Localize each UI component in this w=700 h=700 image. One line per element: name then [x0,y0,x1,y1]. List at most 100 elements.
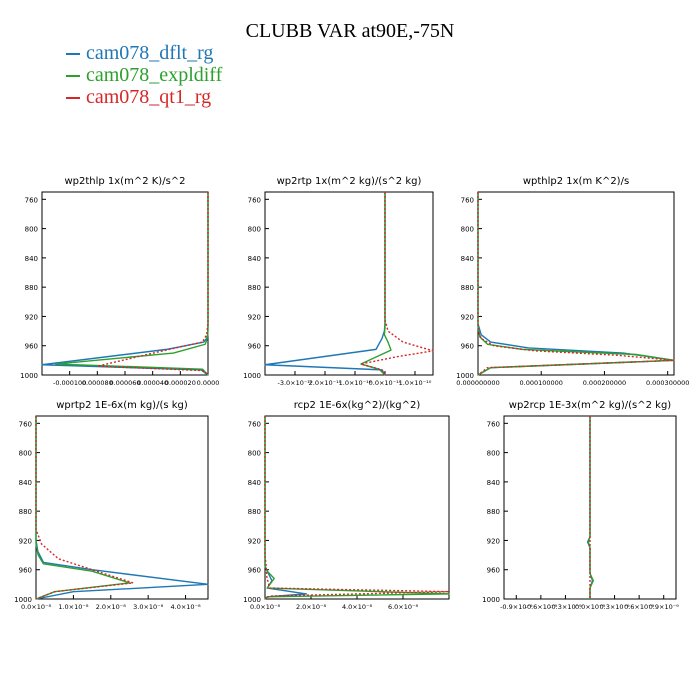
x-tick-label-5: 0.0000 [197,379,220,387]
y-tick-label-800: 800 [248,450,261,458]
x-tick-label-3: 0.000300000 [646,379,689,387]
main-title: CLUBB VAR at90E,-75N [245,20,455,42]
chart-title-6: wp2rcp 1E-3x(m^2 kg)/(s^2 kg) [509,400,672,411]
series-line-cam078-qt1-rg-2 [360,192,434,376]
y-tick-label-800: 800 [248,226,261,234]
x-tick-label-4: 0.3×10⁻⁹ [600,603,630,611]
x-tick-label-0: 0.000000000 [456,379,499,387]
y-tick-label-960: 960 [248,343,261,351]
y-tick-label-840: 840 [248,255,261,263]
legend-item-expldiff: cam078_expldiff [66,64,222,86]
y-tick-label-800: 800 [487,450,500,458]
y-tick-label-920: 920 [248,313,261,321]
x-tick-label-2: 0.000060 [109,379,140,387]
x-tick-label-3: 0.000040 [137,379,168,387]
y-tick-label-760: 760 [25,196,38,204]
y-tick-label-920: 920 [487,537,500,545]
y-tick-label-920: 920 [248,537,261,545]
series-line-cam078-qt1-rg-5 [264,416,450,600]
y-tick-label-880: 880 [248,508,261,516]
y-tick-label-840: 840 [487,479,500,487]
y-tick-label-880: 880 [461,284,474,292]
x-tick-label-2: 2.0×10⁻⁸ [96,603,126,611]
x-tick-label-6: 0.9×10⁻⁹ [649,603,679,611]
y-tick-label-960: 960 [19,567,32,575]
y-tick-label-760: 760 [19,420,32,428]
x-tick-label-5: 0.6×10⁻⁹ [624,603,654,611]
x-tick-label-1: 1.0×10⁻⁸ [58,603,88,611]
series-line-cam078-expldiff-5 [264,416,450,600]
y-tick-label-760: 760 [248,196,261,204]
legend-label-dflt: cam078_dflt_rg [86,42,214,64]
series-line-cam078-expldiff-2 [360,192,392,376]
y-tick-label-960: 960 [25,343,38,351]
x-tick-label-1: -0.6×10⁻⁹ [525,603,558,611]
series-line-cam078-expldiff-1 [55,192,209,376]
x-tick-label-4: 4.0×10⁻⁸ [171,603,201,611]
y-tick-label-880: 880 [487,508,500,516]
y-tick-label-760: 760 [248,420,261,428]
series-line-cam078-expldiff-6 [587,416,594,599]
x-tick-label-4: 1.0×10⁻¹⁰ [399,379,432,387]
chart-title-1: wp2thlp 1x(m^2 K)/s^2 [64,176,185,187]
x-tick-label-0: -0.000100 [53,379,86,387]
chart-frame-2 [264,191,434,376]
x-tick-label-1: 2.0×10⁻¹⁰ [309,379,342,387]
x-tick-label-3: 3.0×10⁻⁸ [133,603,163,611]
series-line-cam078-dflt-rg-5 [264,416,308,600]
legend-swatch-qt1 [66,97,80,100]
x-tick-label-0: 0.0×10⁻⁸ [21,603,51,611]
chart-title-4: wprtp2 1E-6x(m kg)/(s kg) [56,400,188,411]
x-tick-label-0: -0.9×10⁻⁹ [500,603,533,611]
legend-item-dflt: cam078_dflt_rg [66,42,222,64]
x-tick-label-2: 1.0×10⁻¹⁰ [339,379,372,387]
y-tick-label-760: 760 [461,196,474,204]
series-line-cam078-qt1-rg-1 [96,192,209,376]
y-tick-label-1000: 1000 [243,596,261,604]
chart-frame-4 [35,415,209,600]
x-tick-label-2: -0.3×10⁻⁹ [549,603,582,611]
y-tick-label-960: 960 [461,343,474,351]
chart-frame-5 [264,415,450,600]
y-tick-label-920: 920 [25,313,38,321]
y-tick-label-800: 800 [19,450,32,458]
x-tick-label-3: 0.0×10⁻¹⁰ [369,379,402,387]
legend-label-expldiff: cam078_expldiff [86,64,223,86]
y-tick-label-1000: 1000 [20,372,38,380]
x-tick-label-3: 6.0×10⁻⁸ [388,603,418,611]
y-tick-label-1000: 1000 [456,372,474,380]
x-tick-label-1: 2.0×10⁻⁸ [296,603,326,611]
y-tick-label-1000: 1000 [482,596,500,604]
y-tick-label-880: 880 [19,508,32,516]
y-tick-label-1000: 1000 [243,372,261,380]
series-line-cam078-dflt-rg-1 [41,192,209,376]
chart-panel-4: wprtp2 1E-6x(m kg)/(s kg) 760 800 840 880 920… [14,400,209,611]
chart-panel-2: wp2rtp 1x(m^2 kg)/(s^2 kg) 760 800 840 880 92… [243,176,434,387]
chart-title-2: wp2rtp 1x(m^2 kg)/(s^2 kg) [277,176,422,187]
y-tick-label-760: 760 [487,420,500,428]
chart-frame-1 [41,191,209,376]
legend-swatch-dflt [66,53,80,56]
x-tick-label-4: 0.000020 [165,379,196,387]
series-line-cam078-expldiff-3 [477,192,675,376]
y-tick-label-960: 960 [487,567,500,575]
y-tick-label-800: 800 [461,226,474,234]
chart-title-5: rcp2 1E-6x(kg^2)/(kg^2) [294,400,421,411]
y-tick-label-880: 880 [25,284,38,292]
y-tick-label-920: 920 [461,313,474,321]
x-tick-label-0: 0.0×10⁻⁸ [250,603,280,611]
legend: cam078_dflt_rg cam078_expldiff cam078_qt… [66,42,222,108]
chart-panel-3: wpthlp2 1x(m K^2)/s 760 800 840 880 920 960 100… [456,176,689,387]
y-tick-label-960: 960 [248,567,261,575]
series-line-cam078-expldiff-4 [35,416,131,600]
y-tick-label-840: 840 [248,479,261,487]
x-tick-label-2: 0.000200000 [583,379,626,387]
legend-swatch-expldiff [66,75,80,78]
y-tick-label-920: 920 [19,537,32,545]
chart-panel-5: rcp2 1E-6x(kg^2)/(kg^2) 760 800 840 880 920 96… [243,400,450,611]
series-line-cam078-dflt-rg-2 [264,192,386,376]
y-tick-label-1000: 1000 [14,596,32,604]
x-tick-label-2: 4.0×10⁻⁸ [342,603,372,611]
y-tick-label-840: 840 [19,479,32,487]
